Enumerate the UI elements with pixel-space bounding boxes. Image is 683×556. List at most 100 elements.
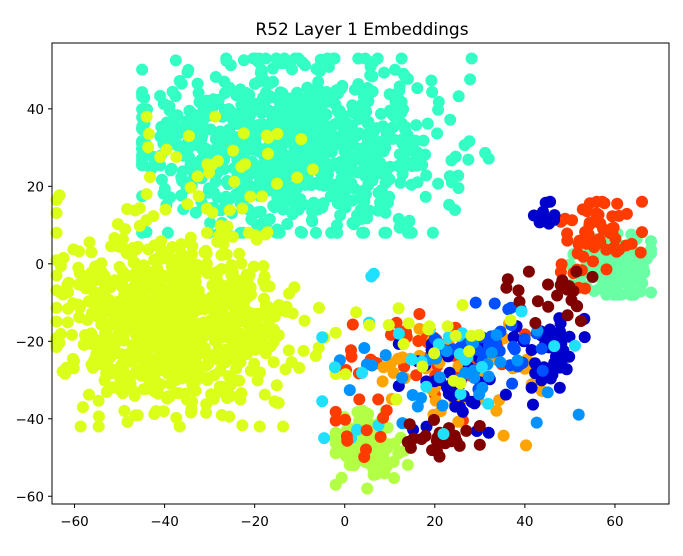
scatter-point — [243, 268, 256, 281]
scatter-point — [169, 54, 182, 67]
scatter-point — [636, 226, 648, 239]
scatter-point — [140, 214, 153, 227]
y-tick-label: 20 — [27, 179, 44, 195]
scatter-point — [140, 188, 153, 201]
scatter-point — [322, 168, 334, 181]
chart-title: R52 Layer 1 Embeddings — [255, 20, 468, 40]
scatter-point — [227, 144, 239, 157]
scatter-point — [291, 86, 304, 99]
scatter-point — [81, 332, 94, 345]
scatter-point — [378, 445, 391, 458]
scatter-point — [57, 288, 69, 301]
cluster-13 — [500, 265, 599, 329]
scatter-point — [341, 434, 354, 447]
scatter-point — [155, 173, 168, 186]
scatter-point — [366, 174, 379, 187]
scatter-point — [199, 328, 212, 341]
scatter-point — [548, 340, 561, 353]
scatter-point — [144, 272, 156, 285]
scatter-point — [535, 342, 548, 355]
scatter-point — [179, 330, 192, 343]
scatter-point — [416, 360, 429, 373]
scatter-point — [476, 381, 489, 394]
scatter-point — [522, 265, 535, 278]
scatter-point — [285, 356, 298, 369]
scatter-point — [253, 75, 266, 88]
scatter-point — [535, 215, 548, 228]
scatter-point — [202, 357, 215, 370]
scatter-point — [452, 182, 465, 194]
scatter-point — [433, 371, 446, 384]
scatter-point — [116, 280, 129, 293]
scatter-point — [159, 203, 172, 216]
scatter-point — [209, 133, 222, 146]
scatter-point — [212, 353, 225, 366]
scatter-point — [383, 88, 396, 101]
scatter-point — [233, 247, 246, 260]
scatter-point — [148, 363, 161, 376]
scatter-point — [432, 103, 445, 116]
scatter-point — [50, 269, 63, 282]
scatter-point — [456, 299, 469, 311]
scatter-point — [230, 89, 243, 102]
scatter-point — [444, 113, 457, 126]
scatter-point — [249, 121, 261, 134]
scatter-point — [118, 404, 131, 417]
scatter-point — [98, 286, 111, 299]
scatter-point — [403, 418, 416, 431]
scatter-point — [419, 190, 432, 203]
scatter-point — [372, 393, 385, 406]
scatter-point — [310, 226, 322, 239]
scatter-point — [133, 202, 146, 215]
scatter-point — [387, 109, 400, 122]
scatter-point — [230, 188, 243, 201]
scatter-point — [531, 295, 544, 308]
scatter-point — [315, 113, 328, 126]
scatter-point — [217, 308, 230, 320]
scatter-point — [346, 318, 359, 331]
scatter-point — [553, 381, 566, 394]
scatter-point — [378, 66, 391, 79]
scatter-point — [125, 249, 138, 262]
scatter-point — [392, 302, 405, 315]
scatter-point — [146, 353, 159, 366]
scatter-point — [161, 306, 174, 319]
scatter-point — [270, 226, 283, 239]
scatter-point — [207, 392, 220, 405]
scatter-point — [242, 226, 255, 239]
scatter-point — [379, 349, 392, 362]
scatter-point — [361, 482, 374, 495]
scatter-point — [405, 353, 418, 366]
scatter-point — [92, 420, 105, 433]
scatter-point — [329, 436, 342, 449]
scatter-point — [383, 190, 396, 203]
scatter-point — [212, 342, 225, 355]
scatter-point — [164, 362, 177, 375]
scatter-point — [376, 375, 389, 388]
scatter-point — [183, 104, 196, 117]
scatter-point — [372, 141, 385, 154]
scatter-point — [600, 243, 613, 256]
scatter-point — [329, 326, 342, 339]
scatter-point — [513, 295, 526, 308]
scatter-point — [309, 133, 322, 146]
scatter-point — [262, 315, 275, 328]
scatter-point — [144, 171, 156, 183]
scatter-point — [587, 255, 599, 268]
scatter-point — [395, 52, 408, 65]
scatter-point — [221, 220, 234, 233]
scatter-point — [553, 361, 566, 374]
scatter-point — [204, 217, 217, 229]
scatter-point — [291, 171, 304, 184]
scatter-point — [343, 384, 356, 397]
scatter-point — [527, 398, 539, 411]
scatter-point — [182, 63, 195, 76]
scatter-point — [336, 194, 349, 207]
scatter-point — [225, 352, 238, 365]
scatter-point — [316, 331, 329, 344]
scatter-point — [625, 228, 638, 241]
scatter-point — [281, 218, 294, 230]
x-tick-label: −60 — [60, 514, 89, 530]
scatter-point — [479, 146, 492, 159]
scatter-point — [576, 203, 589, 216]
